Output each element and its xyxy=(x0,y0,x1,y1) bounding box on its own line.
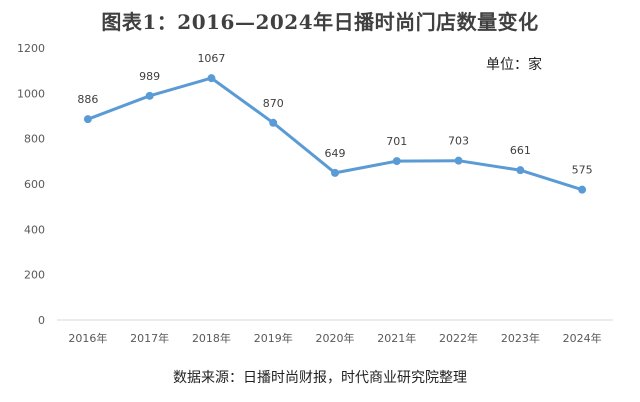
data-label: 575 xyxy=(572,164,593,177)
x-tick-label: 2021年 xyxy=(377,331,416,345)
data-label: 701 xyxy=(386,135,407,148)
x-tick-label: 2022年 xyxy=(439,331,478,345)
data-point xyxy=(207,74,216,83)
data-label: 989 xyxy=(139,70,160,83)
data-label: 870 xyxy=(263,97,284,110)
chart-title: 图表1：2016—2024年日播时尚门店数量变化 xyxy=(101,10,539,34)
data-point xyxy=(454,156,463,165)
y-tick-label: 0 xyxy=(38,314,45,327)
source-note: 数据来源：日播时尚财报，时代商业研究院整理 xyxy=(173,370,467,386)
y-tick-label: 1000 xyxy=(17,87,45,100)
y-tick-label: 1200 xyxy=(17,42,45,55)
x-tick-label: 2017年 xyxy=(130,331,169,345)
data-point xyxy=(516,166,525,175)
data-point xyxy=(392,157,401,166)
data-label: 703 xyxy=(448,135,469,148)
x-tick-label: 2016年 xyxy=(68,331,107,345)
y-tick-label: 600 xyxy=(24,178,45,191)
data-label: 649 xyxy=(325,147,346,160)
data-point xyxy=(331,168,339,177)
y-tick-label: 200 xyxy=(24,269,45,282)
data-label: 661 xyxy=(510,144,531,157)
x-tick-label: 2019年 xyxy=(254,331,293,345)
data-point xyxy=(83,115,92,124)
data-label: 1067 xyxy=(197,52,225,65)
x-tick-label: 2023年 xyxy=(501,331,540,345)
unit-note: 单位：家 xyxy=(486,57,542,73)
x-tick-label: 2020年 xyxy=(316,331,355,345)
data-point xyxy=(145,91,154,100)
data-label: 886 xyxy=(77,93,98,106)
y-tick-label: 400 xyxy=(24,223,45,236)
data-point xyxy=(269,118,278,127)
y-tick-label: 800 xyxy=(24,133,45,146)
x-tick-label: 2018年 xyxy=(192,331,231,345)
x-tick-label: 2024年 xyxy=(563,331,602,345)
data-point xyxy=(578,185,587,194)
